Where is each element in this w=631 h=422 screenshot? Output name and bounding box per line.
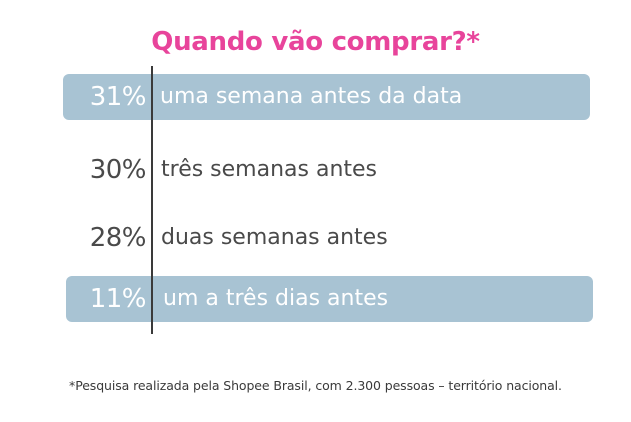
survey-row: 31% uma semana antes da data bbox=[0, 74, 631, 120]
row-label: um a três dias antes bbox=[163, 286, 389, 311]
row-label: duas semanas antes bbox=[161, 225, 388, 250]
row-percentage: 31% bbox=[89, 82, 147, 112]
row-highlight-band bbox=[63, 74, 590, 120]
survey-row: 28% duas semanas antes bbox=[0, 215, 631, 261]
row-highlight-band bbox=[66, 276, 593, 322]
row-label: três semanas antes bbox=[161, 157, 378, 182]
row-percentage: 30% bbox=[89, 155, 147, 185]
chart-title: Quando vão comprar?* bbox=[151, 27, 480, 57]
survey-row: 30% três semanas antes bbox=[0, 147, 631, 193]
vertical-divider bbox=[151, 66, 153, 334]
row-label: uma semana antes da data bbox=[160, 84, 463, 109]
row-percentage: 28% bbox=[89, 223, 147, 253]
footnote: *Pesquisa realizada pela Shopee Brasil, … bbox=[69, 378, 562, 393]
row-percentage: 11% bbox=[89, 284, 147, 314]
survey-row: 11% um a três dias antes bbox=[0, 276, 631, 322]
